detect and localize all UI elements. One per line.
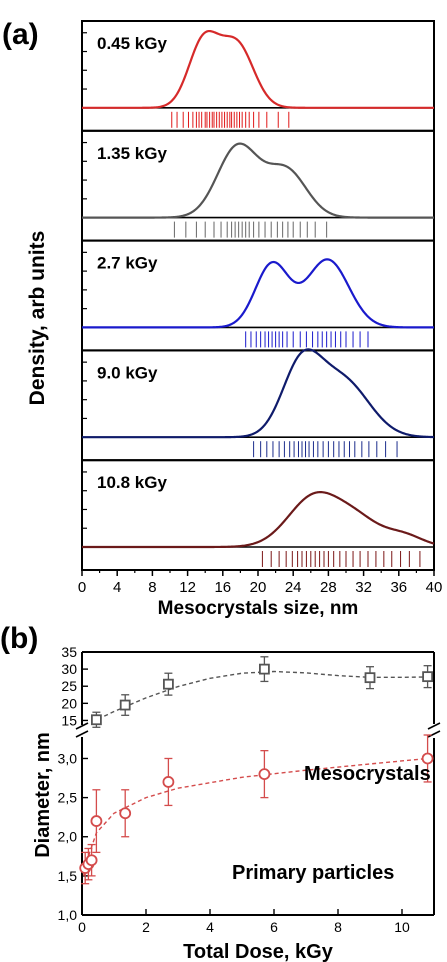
density-curve [82,29,434,109]
y-tick-label-upper: 25 [61,678,77,694]
series-label-mesocrystals: Mesocrystals [304,763,431,785]
data-point [90,815,103,827]
x-tick-label: 32 [355,579,372,596]
y-tick-label-upper: 20 [61,695,77,711]
subplot-2: 2.7 kGy [81,239,435,352]
x-tick-label: 8 [148,579,156,596]
y-tick-label-upper: 30 [61,661,77,677]
fit-line [91,670,428,723]
axis-break-mark [427,722,441,730]
subplot-0: 0.45 kGy [81,20,435,132]
y-tick-label-lower: 1,0 [58,907,78,923]
panel-b-ylabel: Diameter, nm [32,732,54,858]
y-tick-label-upper: 35 [61,644,77,660]
x-tick-label: 24 [285,579,302,596]
data-point [258,768,271,781]
x-tick-label: 16 [214,579,231,596]
y-tick-label-lower: 2,0 [58,829,78,845]
data-point [85,854,98,867]
subplot-label: 0.45 kGy [97,34,167,53]
panel-a-subplots: 0.45 kGy 1.35 kGy 2.7 kGy 9.0 kGy 10.8 kGy [81,20,435,572]
density-curve [82,142,434,219]
fit-line [82,757,428,877]
data-point [119,807,132,820]
axis-break-mark [75,722,89,730]
subplot-label: 2.7 kGy [97,254,158,273]
y-tick-label-lower: 2,5 [58,790,78,806]
subplot-label: 10.8 kGy [97,473,167,492]
x-tick-label: 2 [142,919,150,935]
density-curve [82,258,434,329]
axis-break-mark [427,730,441,738]
x-tick-label: 12 [179,579,196,596]
subplot-label: 1.35 kGy [97,144,167,163]
series-circle [79,734,434,885]
data-point [258,663,270,675]
y-tick-label-lower: 1,5 [58,868,78,884]
y-tick-label-upper: 15 [61,712,77,728]
x-tick-label: 4 [113,579,121,596]
x-tick-label: 40 [426,579,443,596]
panel-b: (b) Diameter, nm 35302520153,02,52,01,51… [0,622,441,962]
subplot-3: 9.0 kGy [81,348,435,462]
x-tick-label: 10 [394,919,410,935]
x-tick-label: 20 [250,579,267,596]
panel-b-xlabel: Total Dose, kGy [183,941,334,962]
subplot-label: 9.0 kGy [97,363,158,382]
data-point [364,672,376,684]
x-tick-label: 36 [390,579,407,596]
x-tick-label: 8 [334,919,342,935]
data-point [162,678,174,690]
subplot-1: 1.35 kGy [81,129,435,242]
panel-a: (a) Density, arb units 0.45 kGy 1.35 kGy 2… [2,18,442,619]
axis-break-mark [75,730,89,738]
density-curve [82,348,435,439]
data-point [422,671,434,683]
panel-a-label: (a) [2,18,39,51]
subplot-4: 10.8 kGy [81,459,435,572]
panel-a-ylabel: Density, arb units [26,231,49,406]
series-label-primary: Primary particles [232,862,394,884]
x-tick-label: 4 [206,919,214,935]
data-point [119,699,131,711]
x-tick-label: 6 [270,919,278,935]
data-point [91,714,102,726]
panel-b-label: (b) [0,622,38,655]
x-tick-label: 0 [78,919,86,935]
data-point [162,776,175,788]
x-tick-label: 28 [320,579,337,596]
y-tick-label-lower: 3,0 [58,750,78,766]
data-point [421,752,434,765]
x-tick-label: 0 [78,579,86,596]
series-square [91,656,434,728]
panel-a-x-axis: 0 4 8 12 16 20 24 28 32 36 40 [78,570,443,596]
panel-a-xlabel: Mesocrystals size, nm [158,598,359,619]
density-curve [82,490,435,549]
